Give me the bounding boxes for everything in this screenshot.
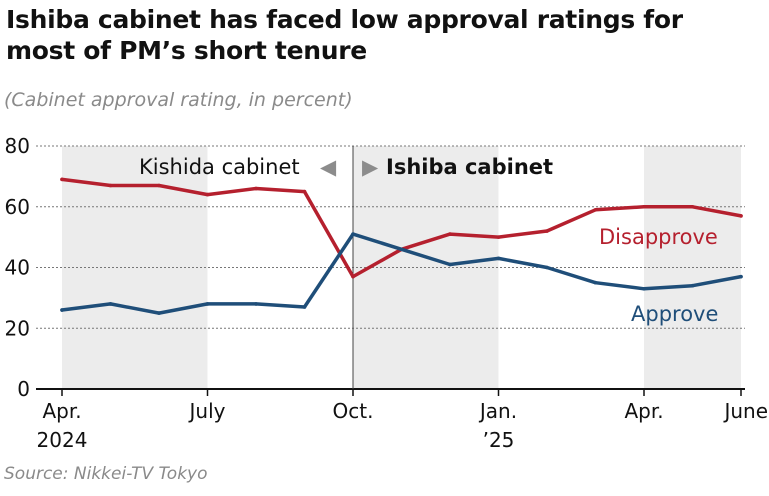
data-point-approve-9	[496, 256, 501, 261]
data-point-approve-5	[302, 305, 307, 309]
chart-title: Ishiba cabinet has faced low approval ra…	[6, 4, 756, 66]
data-point-approve-11	[593, 280, 598, 285]
gridlines	[36, 145, 745, 390]
data-point-approve-6	[351, 232, 355, 236]
series-lines	[60, 177, 743, 315]
data-point-disapprove-10	[545, 229, 549, 233]
data-point-disapprove-12	[642, 204, 646, 209]
data-point-approve-4	[254, 302, 258, 306]
data-point-disapprove-9	[496, 235, 501, 239]
x-tick-label-0-line2: 2024	[37, 428, 88, 452]
data-point-approve-0	[60, 308, 64, 312]
data-point-approve-13	[690, 283, 695, 288]
series-label-approve: Approve	[631, 302, 718, 326]
cabinet-annotation: Kishida cabinet ◀ ▶ Ishiba cabinet	[139, 155, 553, 179]
data-point-disapprove-8	[448, 232, 452, 236]
data-point-approve-2	[157, 311, 161, 315]
chart-title-line2: most of PM’s short tenure	[6, 36, 367, 65]
data-point-disapprove-6	[351, 274, 355, 279]
data-point-disapprove-0	[60, 177, 64, 182]
x-tick-label-5: June	[722, 399, 768, 423]
data-point-approve-1	[108, 302, 113, 306]
x-tick-label-1: July	[188, 399, 226, 423]
y-axis-ticks: 0 20 40 60 80	[5, 134, 30, 401]
data-point-disapprove-11	[593, 207, 598, 212]
data-point-approve-12	[642, 286, 646, 291]
x-tick-label-3: Jan.	[478, 399, 517, 423]
data-point-disapprove-1	[108, 183, 113, 188]
source-note: Source: Nikkei-TV Tokyo	[4, 464, 208, 484]
data-point-approve-7	[399, 247, 404, 252]
data-point-approve-10	[545, 265, 549, 270]
y-tick-label-0: 0	[17, 377, 30, 401]
arrow-left-icon: ◀	[320, 155, 337, 179]
ishiba-cabinet-label: Ishiba cabinet	[386, 155, 553, 179]
data-point-disapprove-2	[157, 183, 161, 188]
x-tick-label-2: Oct.	[333, 399, 374, 423]
y-tick-label-40: 40	[5, 256, 30, 280]
x-tick-label-3-line2: ’25	[483, 428, 515, 452]
data-point-approve-3	[205, 302, 210, 306]
chart-title-line1: Ishiba cabinet has faced low approval ra…	[6, 5, 683, 34]
data-point-disapprove-5	[302, 189, 307, 194]
y-tick-label-20: 20	[5, 316, 30, 340]
data-point-approve-8	[448, 262, 452, 267]
data-point-disapprove-14	[739, 214, 743, 218]
y-tick-label-80: 80	[5, 134, 30, 158]
chart-subtitle: (Cabinet approval rating, in percent)	[4, 89, 353, 111]
arrow-right-icon: ▶	[362, 155, 379, 179]
data-point-disapprove-3	[205, 192, 210, 197]
y-tick-label-60: 60	[5, 195, 30, 219]
x-axis-ticks: Apr. 2024 July Oct. Jan. ’25 Apr. June	[37, 389, 768, 452]
data-point-disapprove-13	[690, 204, 695, 209]
kishida-cabinet-label: Kishida cabinet	[139, 155, 300, 179]
x-tick-label-0: Apr.	[42, 399, 81, 423]
x-tick-label-4: Apr.	[624, 399, 663, 423]
data-point-disapprove-4	[254, 186, 258, 191]
data-point-approve-14	[739, 274, 743, 279]
series-label-disapprove: Disapprove	[599, 225, 718, 249]
